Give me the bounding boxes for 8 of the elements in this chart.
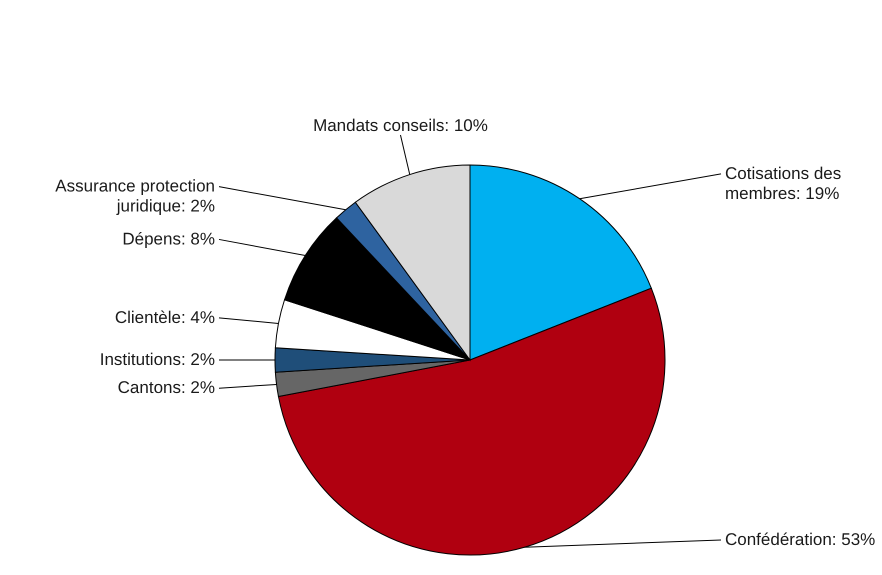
slice-label: Cantons: 2% — [118, 378, 215, 398]
slice-label: Confédération: 53% — [725, 530, 876, 549]
slice-label: Dépens: 8% — [122, 229, 215, 248]
slice-label: Mandats conseils: 10% — [313, 116, 488, 135]
slice-label: Clientèle: 4% — [114, 308, 215, 327]
slice-label: Assurance protection juridique: 2% — [55, 176, 215, 216]
slice-label: Cotisations des membres: 19% — [725, 164, 842, 203]
slice-label: Institutions: 2% — [100, 350, 215, 369]
